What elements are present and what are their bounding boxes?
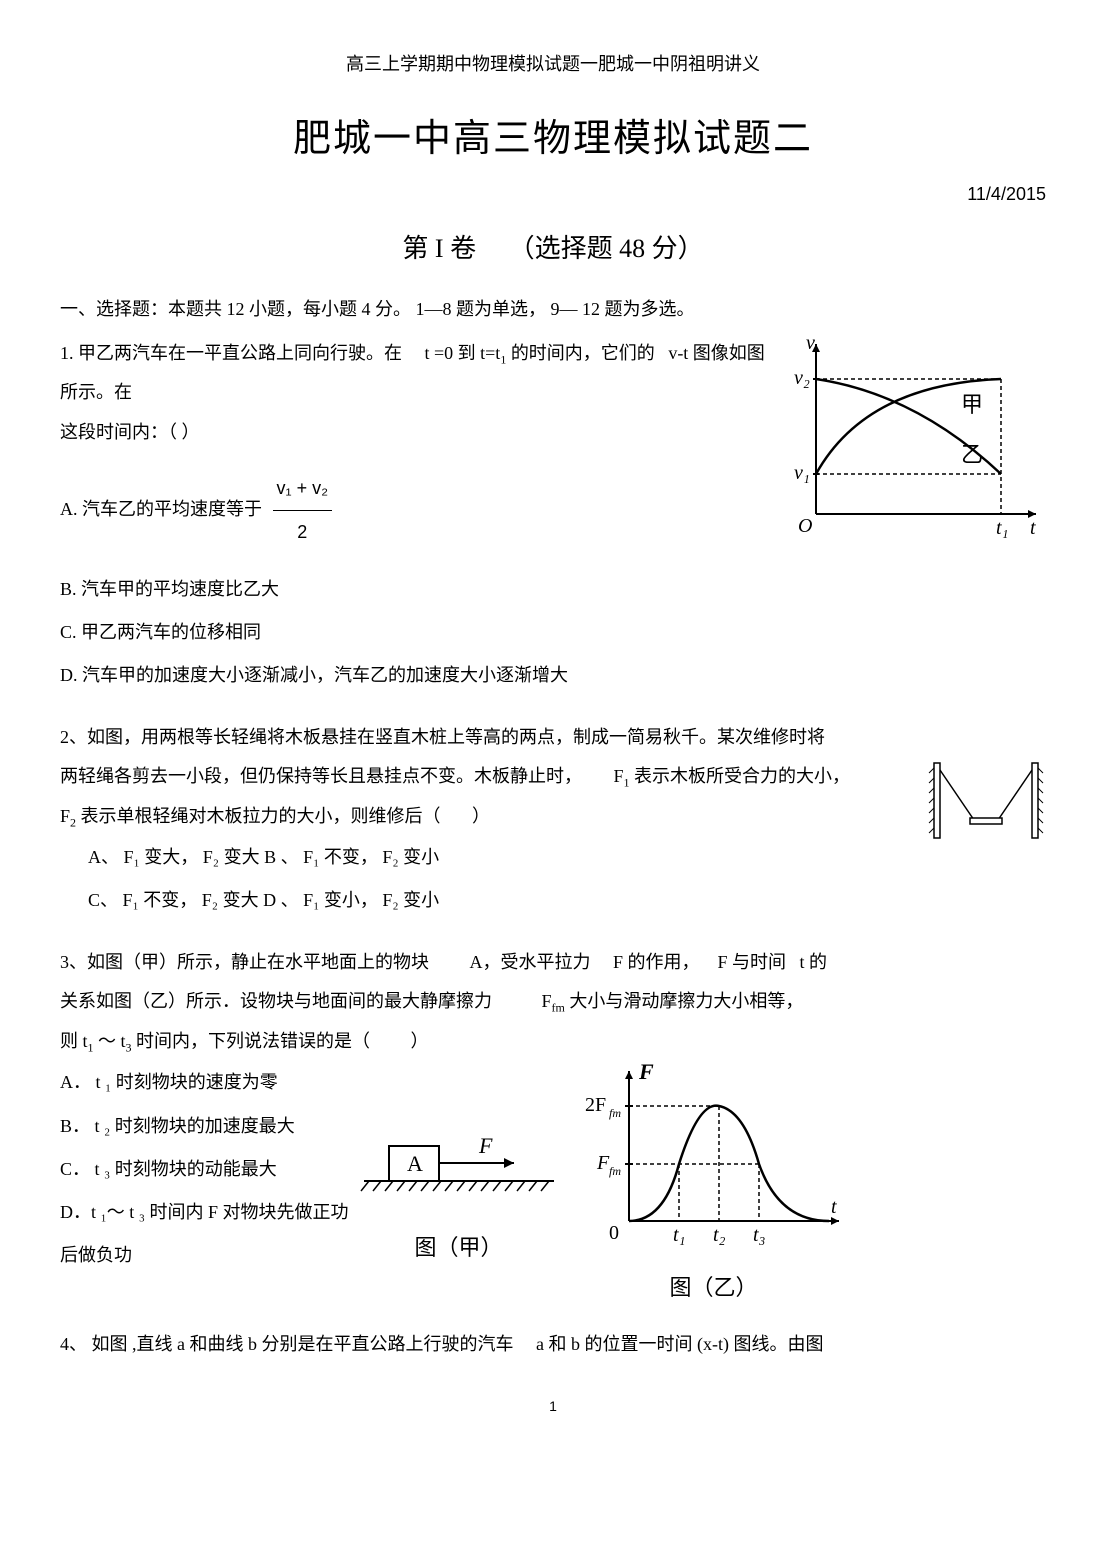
- q3-t1-sub: 1: [88, 1040, 94, 1054]
- q1-stem-e: 这段时间内：（ ）: [60, 422, 200, 442]
- 2Ffm-sub: fm: [609, 1106, 621, 1120]
- q3-optC: C． t ₃ 时刻物块的动能最大: [60, 1148, 349, 1191]
- q3-figure-jia: A F 图（甲）: [359, 1121, 559, 1265]
- q1-figure: v v₂ v₁ O t₁ t 甲 乙: [786, 334, 1046, 553]
- block-A-label: A: [407, 1151, 423, 1176]
- question-4: 4、 如图 ,直线 a 和曲线 b 分别是在平直公路上行驶的汽车 a 和 b 的…: [60, 1325, 1046, 1365]
- curve-yi-label: 乙: [961, 442, 983, 467]
- q1-formula: v₁ + v₂ 2: [273, 467, 333, 554]
- q4-stem-b: a 和 b 的位置一时间 (x-t) 图线。由图: [536, 1334, 823, 1354]
- main-title: 肥城一中高三物理模拟试题二: [60, 109, 1046, 170]
- q2-optAB: A、 F₁ 变大， F₂ 变大 B 、 F₁ 不变， F₂ 变小: [88, 836, 1046, 879]
- zero-label: 0: [609, 1222, 619, 1244]
- Ffm-label: F: [596, 1152, 610, 1174]
- t2-tick: t₂: [713, 1224, 726, 1246]
- curve-jia-label: 甲: [961, 392, 983, 417]
- v1-label: v₁: [794, 462, 810, 484]
- q1-optB: B. 汽车甲的平均速度比乙大: [60, 568, 1046, 611]
- date: 11/4/2015: [60, 180, 1046, 209]
- q2-stem-c: F: [614, 766, 624, 786]
- t1-tick: t₁: [673, 1224, 686, 1246]
- frac-denominator: 2: [273, 511, 333, 554]
- q1-stem-b-sub: 1: [500, 352, 506, 366]
- q3-fig1-caption: 图（甲）: [359, 1230, 559, 1265]
- section-title: 第 I 卷 （选择题 48 分）: [60, 228, 1046, 270]
- q3-stem-b: A，受水平拉力: [470, 952, 591, 972]
- t1-label: t₁: [996, 517, 1009, 539]
- frac-numerator: v₁ + v₂: [273, 467, 333, 511]
- instructions: 一、选择题：本题共 12 小题，每小题 4 分。 1―8 题为单选， 9― 12…: [60, 295, 1046, 324]
- q3-options: A． t ₁ 时刻物块的速度为零 B． t ₂ 时刻物块的加速度最大 C． t …: [60, 1061, 349, 1277]
- t3-tick: t₃: [753, 1224, 766, 1246]
- question-1: v v₂ v₁ O t₁ t 甲 乙 1. 甲乙两汽车在一平直公路上同向行驶。在…: [60, 334, 1046, 698]
- page-number: 1: [60, 1395, 1046, 1417]
- q3-stem-l: ）: [411, 1031, 429, 1051]
- q3-fig2-caption: 图（乙）: [579, 1270, 849, 1305]
- q3-optD-a: D．t ₁～ t ₃ 时间内 F 对物块先做正功: [60, 1191, 349, 1234]
- q2-stem-d: 表示木板所受合力的大小，: [634, 766, 850, 786]
- t-axis-label: t: [1030, 517, 1036, 539]
- q1-stem-a: 1. 甲乙两汽车在一平直公路上同向行驶。在: [60, 343, 402, 363]
- q3-stem-k: 时间内，下列说法错误的是（: [136, 1031, 370, 1051]
- q3-stem-h: 大小与滑动摩擦力大小相等，: [569, 991, 803, 1011]
- F-axis-label: F: [638, 1061, 654, 1084]
- q2-options: A、 F₁ 变大， F₂ 变大 B 、 F₁ 不变， F₂ 变小 C、 F₁ 不…: [88, 836, 1046, 922]
- q3-stem-f: 关系如图（乙）所示．设物块与地面间的最大静摩擦力: [60, 991, 492, 1011]
- q3-stem-e: t 的: [800, 952, 828, 972]
- q3-stem-c: F 的作用，: [613, 952, 700, 972]
- header-note: 高三上学期期中物理模拟试题一肥城一中阴祖明讲义: [60, 50, 1046, 79]
- section-part2: （选择题 48 分）: [509, 234, 704, 263]
- q1-optD: D. 汽车甲的加速度大小逐渐减小，汽车乙的加速度大小逐渐增大: [60, 654, 1046, 697]
- q3-stem-a: 3、如图（甲）所示，静止在水平地面上的物块: [60, 952, 429, 972]
- q4-stem-a: 4、 如图 ,直线 a 和曲线 b 分别是在平直公路上行驶的汽车: [60, 1334, 514, 1354]
- q2-f1-sub: 1: [624, 776, 630, 790]
- q2-optCD: C、 F₁ 不变， F₂ 变大 D 、 F₁ 变小， F₂ 变小: [88, 879, 1046, 922]
- q2-stem: 2、如图，用两根等长轻绳将木板悬挂在竖直木桩上等高的两点，制成一简易秋千。某次维…: [60, 718, 1046, 837]
- question-2: 2、如图，用两根等长轻绳将木板悬挂在竖直木桩上等高的两点，制成一简易秋千。某次维…: [60, 718, 1046, 923]
- q3-t3-sub: 3: [126, 1040, 132, 1054]
- q3-ffm-sub: fm: [552, 1001, 565, 1015]
- q3-stem-j: ～ t: [98, 1031, 126, 1051]
- force-F-label: F: [478, 1133, 493, 1158]
- section-part1: 第 I 卷: [402, 234, 476, 263]
- q2-figure: [926, 758, 1046, 857]
- q2-stem-b: 两轻绳各剪去一小段，但仍保持等长且悬挂点不变。木板静止时，: [60, 766, 582, 786]
- q2-stem-a: 2、如图，用两根等长轻绳将木板悬挂在竖直木桩上等高的两点，制成一简易秋千。某次维…: [60, 727, 825, 747]
- v2-label: v₂: [794, 367, 810, 389]
- q3-stem-i: 则 t: [60, 1031, 88, 1051]
- q3-optD-b: 后做负功: [60, 1234, 349, 1277]
- q2-stem-e: F: [60, 806, 70, 826]
- Ffm-sub: fm: [609, 1164, 621, 1178]
- q3-stem: 3、如图（甲）所示，静止在水平地面上的物块 A，受水平拉力 F 的作用， F 与…: [60, 943, 1046, 1062]
- q3-stem-d: F 与时间: [718, 952, 787, 972]
- q2-stem-f: 表示单根轻绳对木板拉力的大小，则维修后（: [81, 806, 441, 826]
- q2-stem-g: ）: [472, 806, 490, 826]
- question-3: 3、如图（甲）所示，静止在水平地面上的物块 A，受水平拉力 F 的作用， F 与…: [60, 943, 1046, 1306]
- origin-label: O: [798, 515, 812, 537]
- q3-optB: B． t ₂ 时刻物块的加速度最大: [60, 1105, 349, 1148]
- q3-figure-yi: F 2F fm F fm 0 t₁ t₂ t₃ t: [579, 1061, 849, 1305]
- q1-stem-b: t =0 到 t=t: [425, 343, 501, 363]
- q3-optA: A． t ₁ 时刻物块的速度为零: [60, 1061, 349, 1104]
- q1-optC: C. 甲乙两汽车的位移相同: [60, 611, 1046, 654]
- q1-optA-text: A. 汽车乙的平均速度等于: [60, 498, 262, 518]
- t-axis-label-yi: t: [831, 1196, 837, 1218]
- q1-stem-c: 的时间内，它们的: [511, 343, 655, 363]
- 2Ffm-label: 2F: [585, 1094, 606, 1116]
- v-axis-label: v: [806, 334, 815, 354]
- q2-f2-sub: 2: [70, 815, 76, 829]
- q4-stem: 4、 如图 ,直线 a 和曲线 b 分别是在平直公路上行驶的汽车 a 和 b 的…: [60, 1325, 1046, 1365]
- q3-stem-g: F: [542, 991, 552, 1011]
